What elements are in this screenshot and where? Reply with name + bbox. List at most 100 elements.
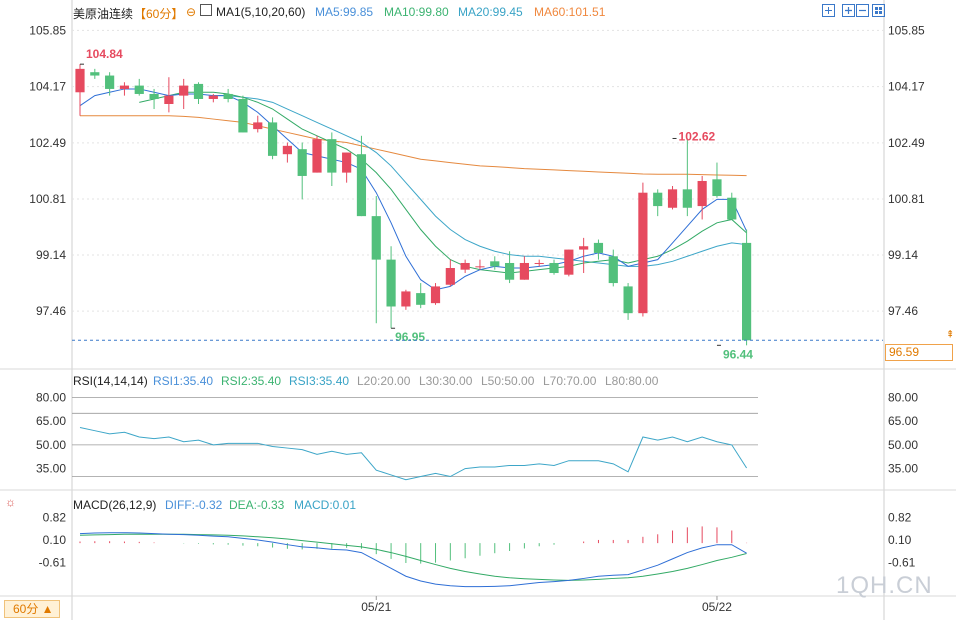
candle-body [312, 139, 322, 173]
candle-body [742, 242, 752, 341]
candle-body [193, 83, 204, 99]
candle-body [386, 259, 396, 307]
candle-body [593, 242, 604, 253]
candle-body [282, 145, 292, 155]
diff-value: DIFF:-0.32 [165, 498, 223, 512]
candle-body [460, 262, 470, 270]
rsi-tick-left: 65.00 [36, 414, 66, 428]
price-tick-right: 104.17 [888, 80, 925, 94]
candle-body [445, 268, 455, 285]
price-tick-right: 100.81 [888, 192, 925, 206]
candle-body [119, 85, 130, 89]
candle-body [667, 189, 678, 208]
rsi-tick-right: 65.00 [888, 414, 918, 428]
candle-body [238, 98, 248, 133]
rsi-tick-left: 50.00 [36, 438, 66, 452]
candle-body [149, 93, 159, 99]
candle-body [179, 85, 189, 96]
rsi-l20: L20:20.00 [357, 374, 411, 388]
zoom-out-icon[interactable] [856, 4, 869, 17]
candle-body [534, 262, 544, 264]
candle-body [75, 68, 85, 93]
candle-body [401, 291, 411, 307]
period-tab[interactable]: 60分 ▲ [4, 600, 60, 618]
instrument-title: 美原油连续 [73, 7, 134, 21]
candle-body [327, 139, 337, 173]
diff-line [79, 532, 747, 588]
candle-body [727, 197, 737, 220]
ma10-line [139, 91, 747, 274]
candle-body [712, 179, 722, 197]
rsi2-value: RSI2:35.40 [221, 374, 282, 388]
rsi-tick-right: 50.00 [888, 438, 918, 452]
price-tick-left: 100.81 [29, 192, 66, 206]
macd-tick-left: 0.82 [43, 510, 67, 524]
price-tick-right: 99.14 [888, 248, 918, 262]
price-tick-right: 102.49 [888, 136, 925, 150]
price-tick-right: 97.46 [888, 304, 918, 318]
candle-body [697, 180, 707, 207]
macd-tick-left: -0.61 [39, 555, 67, 569]
candle-body [564, 249, 574, 275]
low2-label: 96.44 [723, 347, 753, 361]
settings-icon[interactable]: ☼ [5, 495, 16, 509]
macd-tick-right: -0.61 [888, 555, 916, 569]
candle-body [608, 256, 618, 284]
rsi-l30: L30:30.00 [419, 374, 473, 388]
candle-body [682, 189, 692, 208]
period-badge[interactable]: 【60分】 [134, 7, 184, 21]
zoom-in-icon[interactable] [842, 4, 855, 17]
candle-body [253, 122, 263, 130]
candle-body [90, 72, 100, 76]
rsi-tick-left: 35.00 [36, 462, 66, 476]
candle-body [342, 152, 352, 173]
price-jump-icon: ⇞ [946, 329, 954, 340]
rsi-label: RSI(14,14,14) [73, 374, 148, 388]
candle-body [134, 85, 144, 94]
macd-tick-left: 0.10 [43, 533, 67, 547]
candle-body [267, 122, 278, 156]
macd-tick-right: 0.10 [888, 533, 912, 547]
grid-layout-icon[interactable] [872, 4, 885, 17]
high2-label: 102.62 [679, 129, 716, 143]
dea-value: DEA:-0.33 [229, 498, 285, 512]
candle-body [623, 286, 633, 314]
ma20-line [213, 95, 747, 267]
price-tick-left: 99.14 [36, 248, 66, 262]
current-price-tag: 96.59 [885, 344, 953, 361]
candle-body [638, 192, 648, 314]
ma-label: MA1(5,10,20,60) [216, 5, 306, 19]
ma20-value: MA20:99.45 [458, 5, 523, 19]
macd-tick-right: 0.82 [888, 510, 912, 524]
candle-body [475, 266, 485, 268]
rsi-tick-left: 80.00 [36, 390, 66, 404]
watermark: 1QH.CN [836, 572, 933, 599]
candle-body [519, 262, 529, 280]
low-label: 96.95 [395, 330, 425, 344]
candle-body [105, 75, 115, 89]
indicator-chart-icon[interactable] [200, 4, 212, 16]
rsi-l70: L70:70.00 [543, 374, 597, 388]
price-tick-left: 102.49 [29, 136, 66, 150]
candle-body [490, 261, 500, 267]
high-label: 104.84 [86, 47, 123, 61]
candle-body [223, 93, 233, 99]
candle-body [208, 95, 218, 99]
ma60-line [80, 115, 747, 177]
price-tick-left: 105.85 [29, 23, 66, 37]
fullscreen-icon[interactable] [822, 4, 835, 17]
candle-body [297, 149, 307, 176]
candle-body [416, 293, 426, 305]
rsi-line [79, 427, 748, 481]
price-tick-left: 104.17 [29, 80, 66, 94]
ma5-line [79, 88, 748, 291]
candle-body [579, 246, 589, 250]
date-label: 05/21 [361, 600, 391, 614]
dea-line [79, 533, 747, 581]
period-circle-icon: ⊖ [186, 5, 197, 19]
ma10-value: MA10:99.80 [384, 5, 449, 19]
candle-body [504, 262, 515, 280]
rsi-tick-right: 35.00 [888, 462, 918, 476]
